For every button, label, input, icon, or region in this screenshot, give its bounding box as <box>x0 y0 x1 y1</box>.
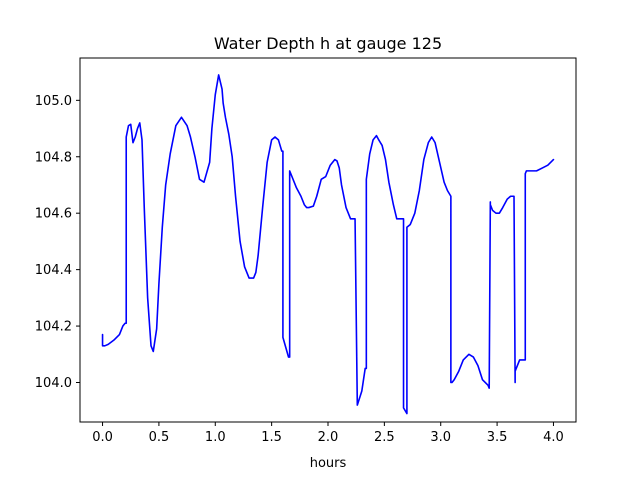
x-tick-label: 0.5 <box>149 430 170 445</box>
x-tick-label: 2.0 <box>318 430 339 445</box>
chart-title: Water Depth h at gauge 125 <box>214 34 442 53</box>
plot-layer <box>101 74 555 415</box>
x-tick-label: 2.5 <box>374 430 395 445</box>
x-tick-label: 1.0 <box>205 430 226 445</box>
y-tick-label: 105.0 <box>35 94 72 109</box>
y-axis-ticks: 104.0 104.2 104.4 104.6 104.8 105.0 <box>35 94 80 391</box>
y-tick-label: 104.0 <box>35 376 72 391</box>
y-tick-label: 104.8 <box>35 150 72 165</box>
x-tick-label: 1.5 <box>261 430 282 445</box>
plot-frame <box>79 57 577 423</box>
x-tick-label: 3.5 <box>487 430 508 445</box>
x-tick-label: 3.0 <box>430 430 451 445</box>
y-tick-label: 104.6 <box>35 207 72 222</box>
y-tick-label: 104.4 <box>35 263 72 278</box>
x-axis-ticks: 0.0 0.5 1.0 1.5 2.0 2.5 3.0 3.5 4.0 <box>92 422 564 445</box>
y-tick-label: 104.2 <box>35 320 72 335</box>
x-axis-label: hours <box>310 456 347 471</box>
x-tick-label: 4.0 <box>543 430 564 445</box>
x-tick-label: 0.0 <box>92 430 113 445</box>
series-line-0 <box>101 74 555 415</box>
